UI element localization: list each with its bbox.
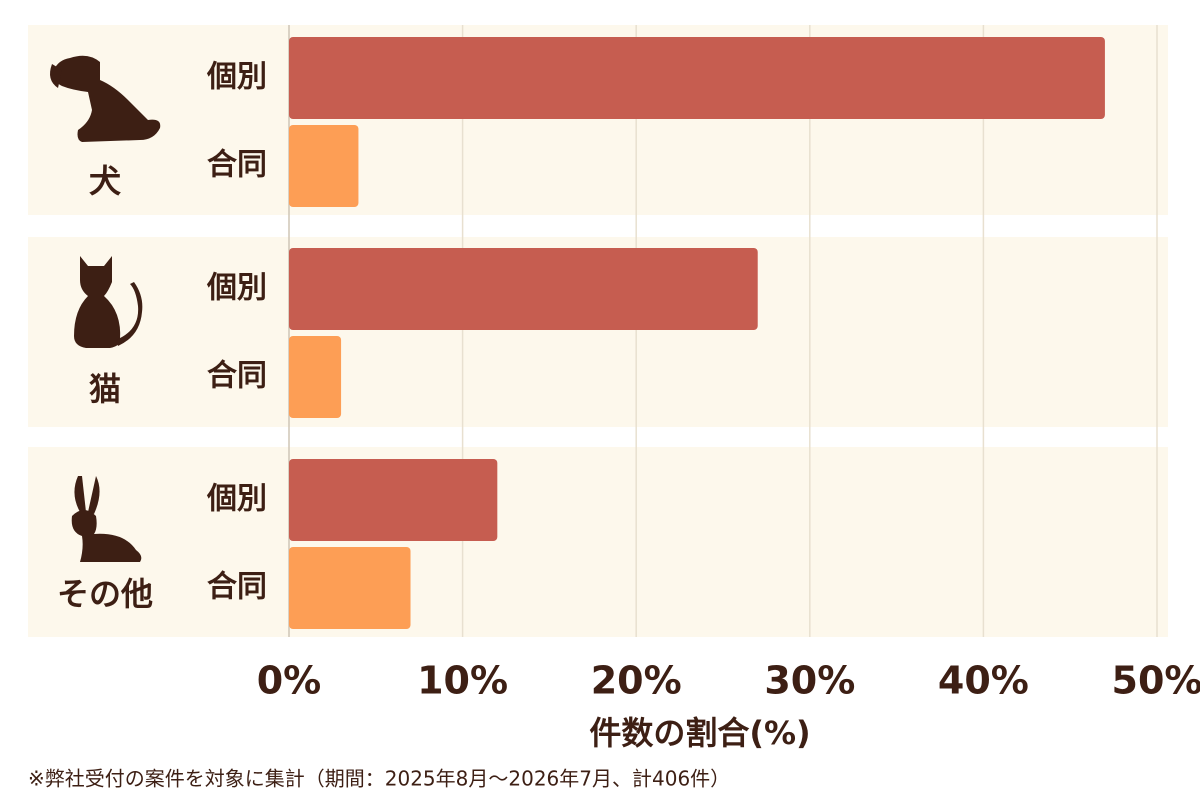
x-tick-label: 0% <box>257 659 322 703</box>
bar <box>289 37 1105 119</box>
panel <box>28 447 1168 637</box>
x-tick-label: 50% <box>1112 659 1200 703</box>
x-tick-label: 20% <box>591 659 682 703</box>
series-label: 合同 <box>207 148 267 183</box>
bar <box>289 125 359 207</box>
series-label: 個別 <box>206 482 267 517</box>
bar <box>289 459 498 541</box>
bar <box>289 248 758 330</box>
category-label: その他 <box>57 575 153 613</box>
bar <box>289 336 342 418</box>
x-tick-label: 40% <box>938 659 1029 703</box>
dog-icon <box>50 55 161 142</box>
series-label: 個別 <box>206 60 267 95</box>
x-tick-label: 10% <box>417 659 508 703</box>
series-label: 合同 <box>207 359 267 394</box>
category-label: 犬 <box>89 162 121 200</box>
footnote: ※弊社受付の案件を対象に集計（期間：2025年8月～2026年7月、計406件） <box>28 767 730 791</box>
bar <box>289 547 411 629</box>
category-label: 猫 <box>89 370 121 408</box>
rabbit-icon <box>71 476 142 562</box>
series-label: 合同 <box>207 570 267 605</box>
x-axis-title: 件数の割合(%) <box>589 714 810 752</box>
x-tick-label: 30% <box>764 659 855 703</box>
series-label: 個別 <box>206 271 267 306</box>
cat-icon <box>74 256 143 348</box>
